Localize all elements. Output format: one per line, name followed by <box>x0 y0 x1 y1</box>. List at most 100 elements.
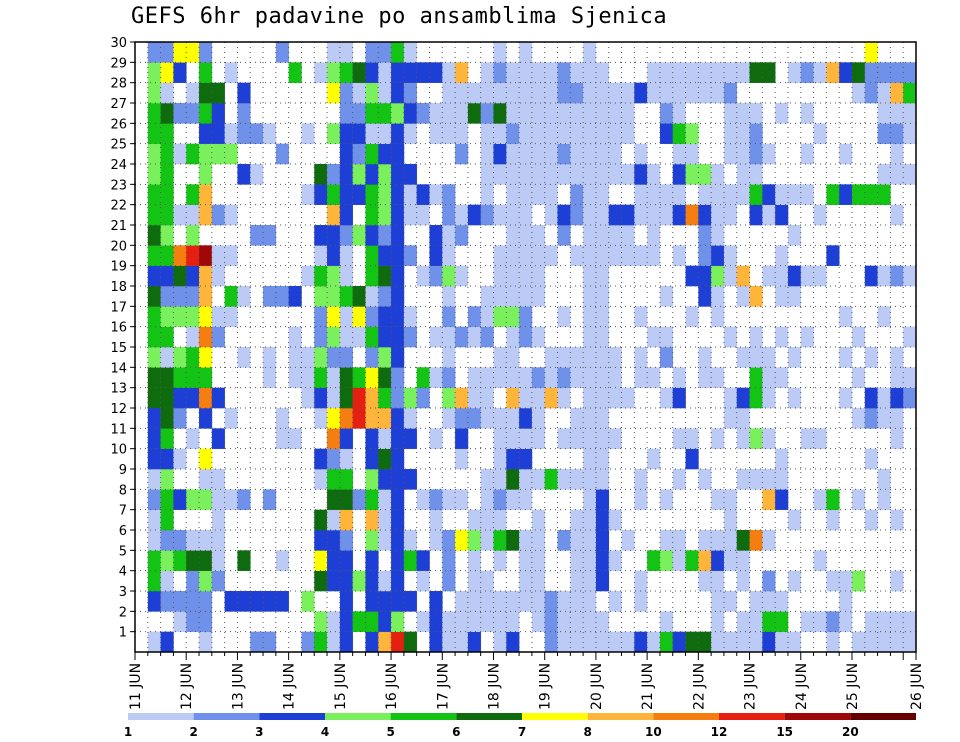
heatmap-cell <box>314 326 328 348</box>
heatmap-cell <box>173 530 187 551</box>
heatmap-cell <box>263 591 277 612</box>
heatmap-cell <box>608 123 622 144</box>
heatmap-cell <box>455 428 469 449</box>
heatmap-cell <box>327 306 341 327</box>
heatmap-cell <box>199 103 213 124</box>
heatmap-cell <box>595 611 610 632</box>
heatmap-cell <box>327 509 341 531</box>
heatmap-cell <box>890 611 904 632</box>
heatmap-cell <box>301 591 315 612</box>
heatmap-cell <box>391 245 405 266</box>
heatmap-cell <box>659 286 674 307</box>
heatmap-cell <box>339 245 353 266</box>
heatmap-cell <box>211 326 225 348</box>
heatmap-cell <box>467 550 481 571</box>
heatmap-cell <box>314 631 328 653</box>
heatmap-cell <box>327 82 341 104</box>
heatmap-cell <box>608 591 622 612</box>
heatmap-cell <box>621 387 635 409</box>
heatmap-cell <box>608 225 622 246</box>
heatmap-cell <box>723 82 738 104</box>
heatmap-cell <box>557 143 571 165</box>
heatmap-cell <box>749 631 763 653</box>
heatmap-cell <box>736 347 750 368</box>
heatmap-cell <box>595 245 610 266</box>
heatmap-cell <box>186 611 200 632</box>
heatmap-cell <box>595 143 610 165</box>
heatmap-cell <box>723 591 738 612</box>
heatmap-cell <box>672 530 686 551</box>
heatmap-cell <box>519 550 533 571</box>
heatmap-cell <box>583 428 597 449</box>
heatmap-cell <box>711 82 725 104</box>
heatmap-cell <box>519 164 533 185</box>
heatmap-cell <box>263 225 277 246</box>
heatmap-cell <box>634 367 648 388</box>
heatmap-cell <box>775 204 789 226</box>
heatmap-cell <box>327 42 341 63</box>
heatmap-cell <box>608 367 622 388</box>
heatmap-cell <box>199 326 213 348</box>
heatmap-cell <box>519 428 533 449</box>
heatmap-cell <box>608 245 622 266</box>
heatmap-cell <box>775 184 789 205</box>
heatmap-cell <box>365 326 379 348</box>
heatmap-cell <box>327 489 341 510</box>
heatmap-cell <box>531 509 545 531</box>
heatmap-cell <box>199 265 213 287</box>
heatmap-cell <box>160 103 174 124</box>
heatmap-cell <box>327 245 341 266</box>
heatmap-cell <box>531 326 545 348</box>
heatmap-cell <box>595 62 610 83</box>
heatmap-cell <box>493 347 507 368</box>
heatmap-cell <box>211 387 225 409</box>
heatmap-cell <box>583 62 597 83</box>
heatmap-cell <box>813 550 827 571</box>
heatmap-cell <box>327 469 341 490</box>
heatmap-cell <box>327 530 341 551</box>
heatmap-cell <box>519 306 533 327</box>
heatmap-cell <box>634 347 648 368</box>
color-bar-segment <box>259 713 325 720</box>
heatmap-cell <box>531 428 545 449</box>
heatmap-cell <box>160 164 174 185</box>
heatmap-cell <box>160 489 174 510</box>
heatmap-cell <box>583 184 597 205</box>
heatmap-cell <box>186 428 200 449</box>
heatmap-cell <box>890 387 904 409</box>
heatmap-cell <box>339 428 353 449</box>
heatmap-cell <box>173 591 187 612</box>
heatmap-cell <box>839 611 853 632</box>
heatmap-cell <box>685 143 699 165</box>
heatmap-cell <box>775 631 789 653</box>
heatmap-cell <box>583 265 597 287</box>
y-tick-label: 14 <box>110 361 127 376</box>
heatmap-cell <box>864 42 878 63</box>
heatmap-cell <box>263 489 277 510</box>
heatmap-cell <box>903 164 917 185</box>
heatmap-cell <box>595 570 610 592</box>
heatmap-cell <box>288 367 302 388</box>
heatmap-cell <box>698 164 712 185</box>
heatmap-cell <box>672 367 686 388</box>
heatmap-cell <box>493 42 507 63</box>
y-axis: 1234567891011121314151617181920212223242… <box>110 36 135 641</box>
heatmap-cell <box>659 326 674 348</box>
heatmap-cell <box>160 591 174 612</box>
heatmap-cell <box>890 204 904 226</box>
heatmap-cell <box>378 387 392 409</box>
heatmap-cell <box>160 631 174 653</box>
heatmap-cell <box>173 103 187 124</box>
heatmap-cell <box>403 387 417 409</box>
heatmap-cell <box>314 509 328 531</box>
heatmap-cell <box>173 245 187 266</box>
heatmap-cell <box>749 611 763 632</box>
heatmap-cell <box>403 42 417 63</box>
heatmap-cell <box>506 347 520 368</box>
heatmap-cell <box>186 326 200 348</box>
heatmap-cell <box>583 591 597 612</box>
color-bar-segment <box>850 713 916 720</box>
heatmap-cell <box>186 143 200 165</box>
heatmap-cell <box>480 62 494 83</box>
heatmap-cell <box>608 509 622 531</box>
